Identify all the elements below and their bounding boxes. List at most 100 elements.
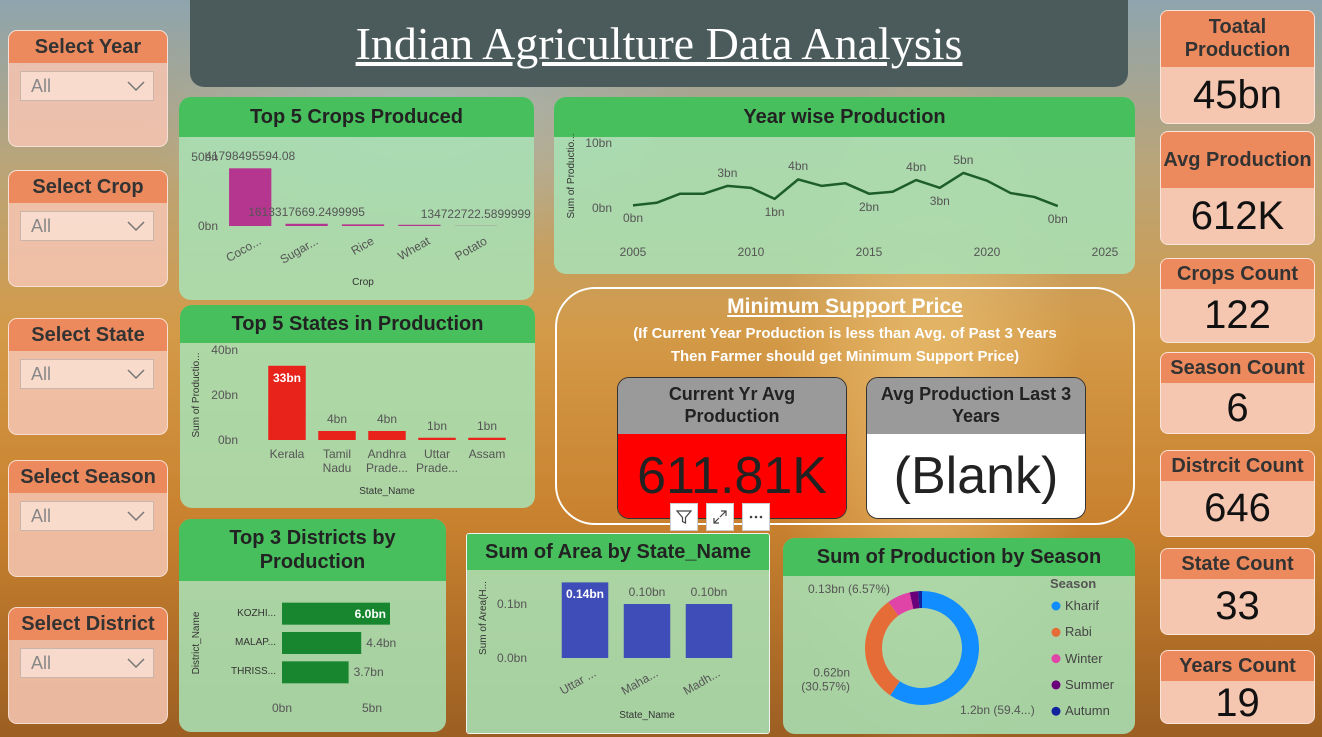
bar	[285, 223, 328, 226]
chart-panel: Year wise Production 0bn 10bn 2005 2010 2015 2…	[554, 97, 1135, 274]
data-label: 3bn	[929, 193, 950, 208]
x-tick-label: 5bn	[361, 700, 383, 715]
data-label: 5bn	[953, 152, 974, 167]
x-tick-label: 2005	[619, 244, 647, 259]
legend-label: Autumn	[1065, 703, 1110, 719]
y-tick-label: 20bn	[211, 387, 238, 402]
y-tick-label: 50bn	[191, 149, 218, 164]
plot	[561, 582, 733, 658]
msp-card-label: Avg Production Last 3 Years	[867, 378, 1085, 434]
chart-panel: Top 5 Crops Produced 0bn 50bn Coco... 417984…	[179, 97, 534, 300]
chart-panel: Sum of Production by Season 1.2bn (59.4..…	[783, 538, 1135, 734]
y-axis-title: District_Name	[191, 611, 202, 675]
data-label: 4bn	[326, 411, 348, 426]
kpi-card: Season Count 6	[1160, 352, 1315, 434]
data-label: 4bn	[906, 159, 927, 174]
kpi-label: Avg Production	[1161, 132, 1314, 188]
data-label: 134722722.5899999	[420, 206, 531, 221]
bar	[468, 437, 506, 440]
legend-label: Kharif	[1065, 598, 1099, 614]
plot	[632, 171, 1059, 208]
y-axis-title: Sum of Productio...	[191, 352, 202, 438]
bar	[561, 582, 609, 658]
chart-title: Sum of Production by Season	[783, 538, 1135, 576]
x-axis-title: Crop	[352, 277, 374, 288]
chevron	[127, 369, 145, 379]
legend-swatch	[1051, 601, 1061, 611]
data-label: 0.10bn	[628, 584, 666, 599]
kpi-label: State Count	[1161, 549, 1314, 579]
dropdown[interactable]: All	[20, 211, 154, 241]
chevron	[127, 511, 145, 521]
dropdown[interactable]: All	[20, 71, 154, 101]
legend-swatch	[1051, 706, 1061, 716]
x-tick-label: Tamil Nadu	[322, 447, 352, 476]
x-tick-label: Uttar Prade...	[415, 447, 459, 476]
kpi-card: Distrcit Count 646	[1160, 450, 1315, 537]
kpi-label: Season Count	[1161, 353, 1314, 383]
data-label: 1bn	[764, 204, 785, 219]
legend-swatch	[1051, 680, 1061, 690]
kpi-card: Crops Count 122	[1160, 258, 1315, 343]
y-tick-label: 0bn	[217, 432, 238, 447]
more-options-icon[interactable]	[742, 503, 770, 531]
x-axis-title: State_Name	[359, 486, 415, 497]
dropdown-value: All	[31, 363, 52, 384]
kpi-value: 6	[1226, 385, 1249, 430]
y-tick-label: MALAP...	[235, 637, 276, 648]
filter-icon[interactable]	[670, 503, 698, 531]
data-label: 1.2bn (59.4...)	[960, 702, 1035, 717]
legend-swatch	[1051, 627, 1061, 637]
dropdown[interactable]: All	[20, 359, 154, 389]
slicer-label: Select Year	[9, 31, 167, 63]
dropdown-value: All	[31, 215, 52, 236]
data-label: 0.13bn (6.57%)	[807, 581, 890, 596]
bar	[368, 431, 406, 440]
y-axis-title: Sum of Area(H...	[478, 580, 489, 655]
dropdown[interactable]: All	[20, 648, 154, 678]
dropdown-value: All	[31, 75, 52, 96]
y-tick-label: 10bn	[585, 135, 612, 150]
slicer-label: Select Crop	[9, 171, 167, 203]
plot	[282, 602, 390, 684]
data-label: 1bn	[426, 418, 448, 433]
slice	[890, 591, 979, 705]
bar	[318, 431, 356, 440]
data-label: 4bn	[376, 411, 398, 426]
msp-note: Then Farmer should get Minimum Support P…	[670, 348, 1020, 365]
slicer-label: Select Season	[9, 461, 167, 493]
y-tick-label: THRISS...	[230, 666, 276, 678]
dropdown[interactable]: All	[20, 501, 154, 531]
line	[632, 171, 1059, 208]
msp-panel: Minimum Support Price (If Current Year P…	[555, 287, 1135, 525]
chart-title: Top 5 States in Production	[180, 305, 535, 343]
kpi-card: Avg Production 612K	[1160, 131, 1315, 245]
focus-mode-icon[interactable]	[706, 503, 734, 531]
x-tick-label: Kerala	[269, 447, 305, 461]
data-label: 4bn	[788, 159, 809, 174]
kpi-value: 612K	[1190, 193, 1285, 238]
plot	[865, 591, 1061, 716]
data-label: 0bn	[1047, 211, 1068, 226]
msp-card-value: 611.81K	[618, 434, 846, 518]
y-tick-label: 40bn	[211, 342, 238, 357]
y-tick-label: 0bn	[197, 218, 218, 233]
y-tick-label: 0.0bn	[496, 650, 527, 665]
chart-title: Year wise Production	[554, 97, 1135, 137]
kpi-value: 45bn	[1193, 72, 1282, 117]
kpi-label: Years Count	[1161, 651, 1314, 681]
kpi-label: Crops Count	[1161, 259, 1314, 289]
x-tick-label: 2015	[855, 244, 883, 259]
plot	[268, 365, 506, 440]
data-label: 2bn	[858, 199, 880, 214]
data-label: 41798495594.08	[205, 149, 296, 164]
x-axis-title: State_Name	[619, 710, 675, 721]
slicer: Select Crop All	[8, 170, 168, 287]
kpi-value: 646	[1204, 486, 1271, 530]
bar	[685, 604, 733, 658]
kpi-card: State Count 33	[1160, 548, 1315, 635]
kpi-value: 19	[1215, 681, 1260, 724]
bar	[268, 365, 306, 440]
msp-title: Minimum Support Price	[727, 295, 963, 318]
